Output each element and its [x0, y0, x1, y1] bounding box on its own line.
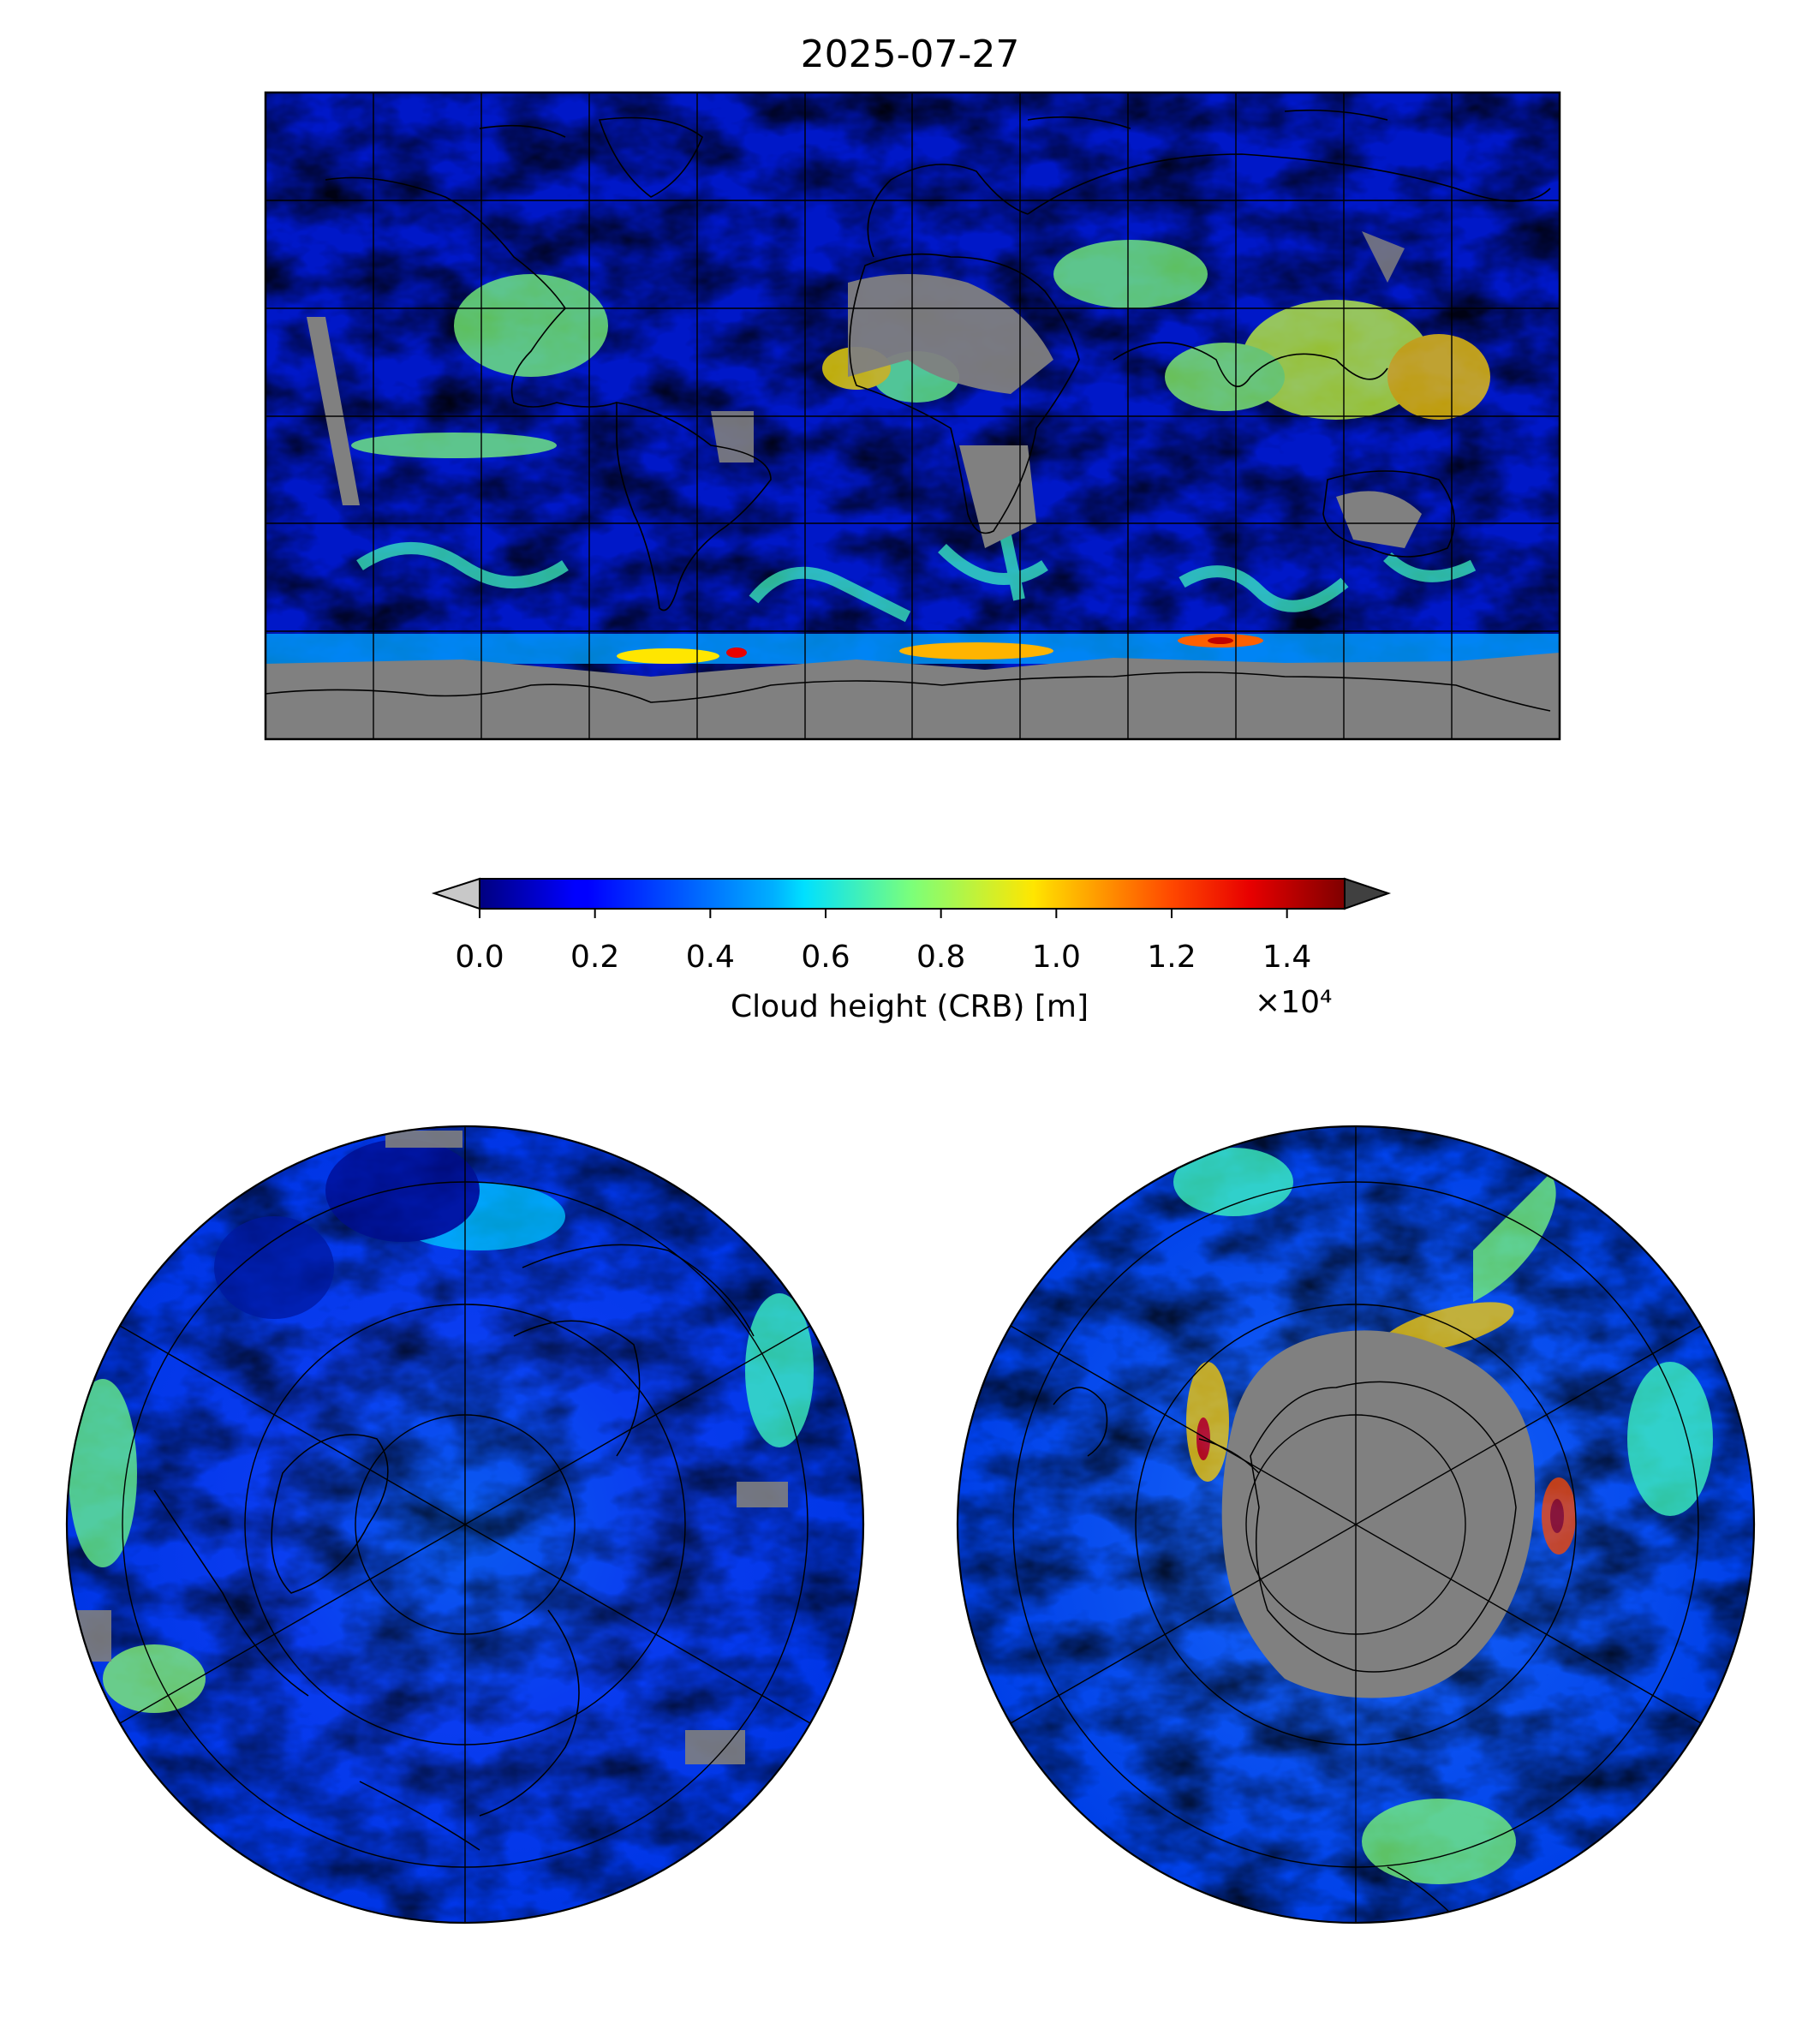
global-map-frame — [264, 91, 1561, 741]
colorbar-ticks — [479, 909, 1288, 918]
colorbar-multiplier: ×10⁴ — [1255, 985, 1333, 1020]
np-coastlines — [153, 1244, 755, 1851]
convection-band — [351, 240, 1490, 458]
colorbar-tick-label: 1.0 — [1031, 940, 1081, 975]
figure-title: 2025-07-27 — [800, 33, 1020, 76]
colorbar-tick-label: 0.4 — [685, 940, 735, 975]
np-cloud-features — [69, 1139, 814, 1713]
global-map — [264, 91, 1561, 741]
south-polar-map — [956, 1125, 1756, 1925]
north-polar-map — [65, 1125, 865, 1925]
colorbar-under-arrow — [431, 877, 480, 910]
colorbar-over-arrow — [1344, 877, 1392, 910]
sp-antarctica-no-data — [1221, 1330, 1535, 1698]
storm-track — [356, 478, 1477, 623]
colorbar-tick-label: 0.0 — [455, 940, 504, 975]
colorbar-tick-label: 0.2 — [570, 940, 620, 975]
colorbar-gradient — [480, 879, 1345, 909]
graticule — [266, 92, 1560, 739]
colorbar — [431, 877, 1392, 918]
colorbar-label: Cloud height (CRB) [m] — [730, 989, 1089, 1024]
colorbar-tick-label: 1.4 — [1262, 940, 1312, 975]
colorbar-tick-label: 1.2 — [1147, 940, 1196, 975]
sp-graticule — [1010, 1126, 1702, 1923]
colorbar-tick-label: 0.8 — [916, 940, 966, 975]
np-graticule — [119, 1126, 811, 1923]
colorbar-tick-label: 0.6 — [801, 940, 850, 975]
sp-cloud-features — [1173, 1148, 1713, 1884]
